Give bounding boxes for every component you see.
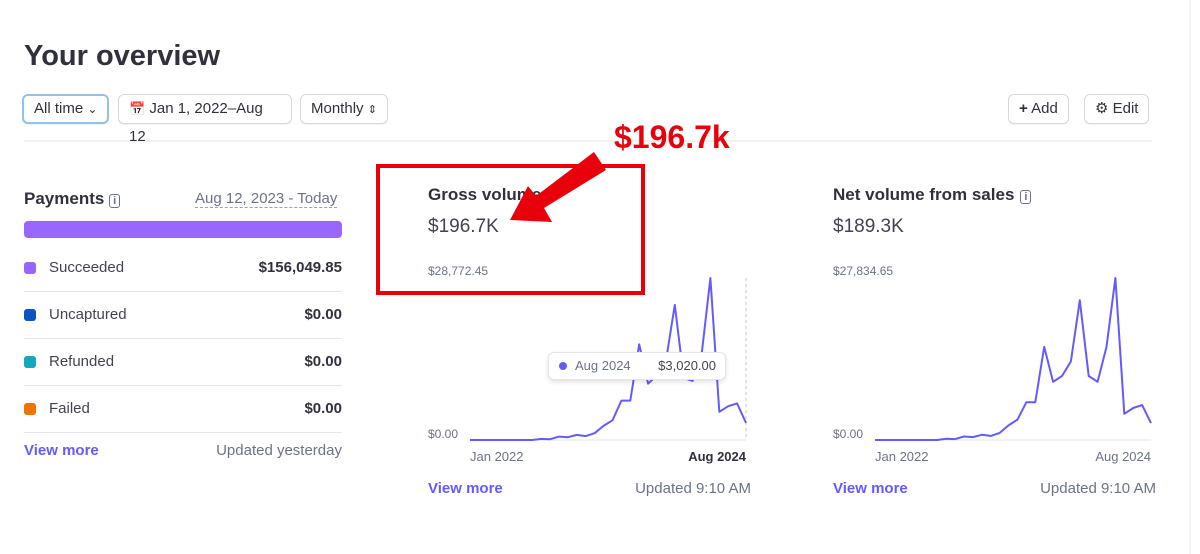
page-title: Your overview (24, 40, 221, 72)
arrow (510, 152, 606, 222)
view-more-link[interactable]: View more (24, 442, 99, 459)
status-label: Refunded (49, 353, 115, 370)
status-dot (24, 309, 36, 321)
x-label: Jan 2022 (470, 449, 524, 464)
title-text: Payments (24, 189, 105, 208)
tooltip-value: $3,020.00 (658, 358, 716, 373)
view-more-link[interactable]: View more (428, 480, 503, 497)
status-amount: $0.00 (304, 306, 342, 323)
card-title: Gross volume (428, 185, 541, 205)
status-amount: $156,049.85 (258, 259, 342, 276)
card-total: $189.3K (833, 216, 904, 237)
y-max-label: $28,772.45 (428, 264, 489, 278)
status-dot (24, 356, 36, 368)
y-min-label: $0.00 (833, 427, 864, 441)
interval-select[interactable]: Monthly ⇕ (300, 94, 388, 124)
highlight-box (376, 164, 645, 295)
x-label: Jan 2022 (875, 449, 929, 464)
date-filter[interactable]: 📅 Jan 1, 2022–Aug 12 (118, 94, 292, 145)
volume-line (875, 277, 1152, 441)
title-text: Net volume from sales (833, 185, 1015, 204)
y-min-label: $0.00 (428, 427, 459, 441)
title-text: Gross volume (428, 185, 542, 204)
tooltip: Aug 2024 $3,020.00 (548, 352, 726, 380)
payments-date[interactable]: Aug 12, 2023 - Today (195, 190, 338, 208)
status-label: Uncaptured (49, 306, 127, 323)
filter-text: Jan 1, 2022–Aug 12 (129, 100, 263, 145)
y-max-label: $27,834.65 (833, 264, 894, 278)
status-label: Succeeded (49, 259, 125, 276)
button-text: Add (1031, 100, 1058, 117)
card-title: Net volume from sales i (833, 185, 1032, 205)
payments-title: Payments i (24, 189, 121, 209)
status-amount: $0.00 (304, 353, 342, 370)
edit-button[interactable]: ⚙ Edit (1084, 94, 1150, 124)
status-dot (24, 403, 36, 415)
updated-text: Updated 9:10 AM (1040, 480, 1156, 497)
add-button[interactable]: + Add (1008, 94, 1069, 124)
button-text: Edit (1112, 100, 1139, 117)
row-separator (24, 385, 342, 386)
x-label: Aug 2024 (688, 449, 746, 464)
annotation-text: $196.7k (614, 119, 730, 155)
status-dot (24, 262, 36, 274)
filter-text: Monthly (311, 100, 364, 117)
range-select[interactable]: All time ⌄ (22, 94, 110, 124)
filter-text: All time (34, 100, 84, 117)
x-label: Aug 2024 (1095, 449, 1151, 464)
row-separator (24, 338, 342, 339)
payments-bar (24, 221, 342, 238)
row-separator (24, 432, 342, 433)
row-separator (24, 291, 342, 292)
card-total: $196.7K (428, 216, 499, 237)
info-icon: i (1020, 190, 1032, 204)
status-amount: $0.00 (304, 400, 342, 417)
updated-text: Updated yesterday (216, 442, 342, 459)
view-more-link[interactable]: View more (833, 480, 908, 497)
tooltip-period: Aug 2024 (575, 358, 631, 373)
updated-text: Updated 9:10 AM (635, 480, 751, 497)
status-label: Failed (49, 400, 90, 417)
